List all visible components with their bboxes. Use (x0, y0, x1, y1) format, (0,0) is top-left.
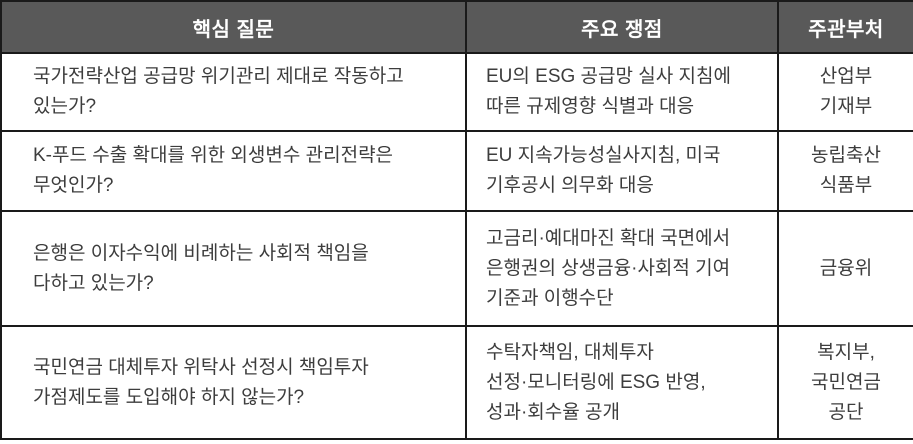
table-row: 국민연금 대체투자 위탁사 선정시 책임투자 가점제도를 도입해야 하지 않는가… (0, 325, 913, 440)
question-cell: 국가전략산업 공급망 위기관리 제대로 작동하고 있는가? (0, 52, 467, 132)
ministry-cell: 복지부, 국민연금 공단 (777, 325, 913, 440)
question-cell: 은행은 이자수익에 비례하는 사회적 책임을 다하고 있는가? (0, 210, 467, 327)
question-cell: K-푸드 수출 확대를 위한 외생변수 관리전략은 무엇인가? (0, 130, 467, 212)
question-cell: 국민연금 대체투자 위탁사 선정시 책임투자 가점제도를 도입해야 하지 않는가… (0, 325, 467, 440)
issue-cell: EU의 ESG 공급망 실사 지침에 따른 규제영향 식별과 대응 (465, 52, 779, 132)
header-ministry: 주관부처 (777, 0, 913, 54)
ministry-cell: 농립축산 식품부 (777, 130, 913, 212)
issue-cell: EU 지속가능성실사지침, 미국 기후공시 의무화 대응 (465, 130, 779, 212)
header-core-question: 핵심 질문 (0, 0, 467, 54)
issue-cell: 수탁자책임, 대체투자 선정·모니터링에 ESG 반영, 성과·회수율 공개 (465, 325, 779, 440)
ministry-cell: 산업부 기재부 (777, 52, 913, 132)
table-row: 은행은 이자수익에 비례하는 사회적 책임을 다하고 있는가? 고금리·예대마진… (0, 210, 913, 327)
issue-cell: 고금리·예대마진 확대 국면에서 은행권의 상생금융·사회적 기여 기준과 이행… (465, 210, 779, 327)
table-row: K-푸드 수출 확대를 위한 외생변수 관리전략은 무엇인가? EU 지속가능성… (0, 130, 913, 212)
table-row: 국가전략산업 공급망 위기관리 제대로 작동하고 있는가? EU의 ESG 공급… (0, 52, 913, 132)
header-row: 핵심 질문 주요 쟁점 주관부처 (0, 0, 913, 54)
header-key-issue: 주요 쟁점 (465, 0, 779, 54)
ministry-cell: 금융위 (777, 210, 913, 327)
